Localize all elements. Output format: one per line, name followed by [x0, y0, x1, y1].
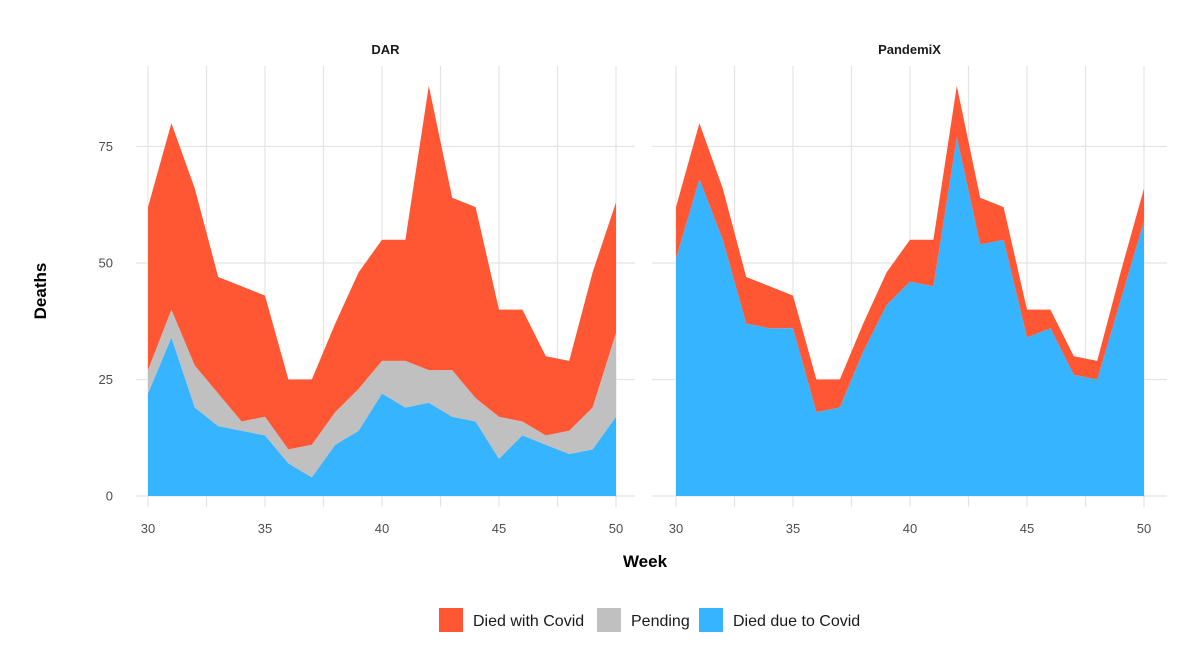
y-axis-ticks: 0 25 50 75	[99, 139, 113, 504]
panel-dar: 30 35 40 45 50 DAR	[136, 42, 635, 536]
y-tick-label: 0	[106, 489, 113, 504]
x-tick-label: 40	[375, 521, 389, 536]
x-tick-label: 30	[669, 521, 683, 536]
legend: Died with Covid Pending Died due to Covi…	[439, 608, 860, 632]
y-tick-label: 25	[99, 372, 113, 387]
legend-label-pending: Pending	[631, 613, 690, 630]
panel-areas	[676, 85, 1144, 496]
area-pending	[148, 309, 616, 478]
x-tick-label: 40	[903, 521, 917, 536]
legend-swatch-died-due-to-covid	[699, 608, 723, 632]
legend-swatch-pending	[597, 608, 621, 632]
x-tick-label: 30	[141, 521, 155, 536]
area-with	[148, 85, 616, 450]
area-due	[676, 137, 1144, 496]
x-tick-label: 35	[786, 521, 800, 536]
legend-label-died-due-to-covid: Died due to Covid	[733, 613, 860, 630]
x-axis-title: Week	[623, 552, 668, 571]
y-tick-label: 75	[99, 139, 113, 154]
area-with	[676, 85, 1144, 413]
x-tick-label: 45	[492, 521, 506, 536]
x-axis-ticks: 30 35 40 45 50	[141, 521, 623, 536]
legend-swatch-died-with-covid	[439, 608, 463, 632]
panel-pandemix: 30 35 40 45 50 PandemiX	[652, 42, 1167, 536]
x-tick-label: 50	[1137, 521, 1151, 536]
panel-areas	[148, 85, 616, 496]
x-tick-label: 35	[258, 521, 272, 536]
panel-title: PandemiX	[878, 42, 941, 57]
area-due	[148, 337, 616, 496]
x-tick-label: 45	[1020, 521, 1034, 536]
x-tick-label: 50	[609, 521, 623, 536]
y-axis-title: Deaths	[31, 263, 50, 320]
y-tick-label: 50	[99, 256, 113, 271]
legend-label-died-with-covid: Died with Covid	[473, 613, 584, 630]
x-axis-ticks: 30 35 40 45 50	[669, 521, 1151, 536]
panel-title: DAR	[371, 42, 400, 57]
